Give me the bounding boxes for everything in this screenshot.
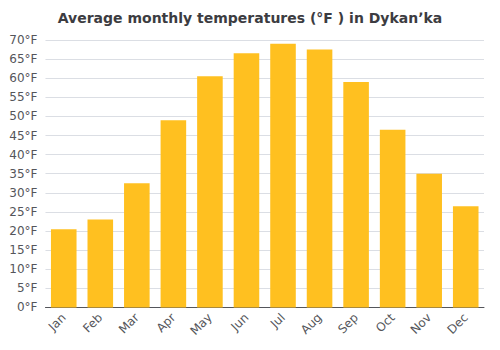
svg-text:30°F: 30°F xyxy=(9,186,37,200)
svg-text:10°F: 10°F xyxy=(9,262,37,276)
svg-text:Feb: Feb xyxy=(80,311,105,336)
svg-text:40°F: 40°F xyxy=(9,148,37,162)
svg-text:20°F: 20°F xyxy=(9,224,37,238)
svg-text:65°F: 65°F xyxy=(9,52,37,66)
svg-text:Average monthly temperatures (: Average monthly temperatures (°F ) in Dy… xyxy=(58,10,443,26)
svg-text:55°F: 55°F xyxy=(9,90,37,104)
svg-text:Nov: Nov xyxy=(408,311,434,337)
svg-text:Jan: Jan xyxy=(45,311,69,335)
svg-text:Mar: Mar xyxy=(116,310,142,336)
svg-text:0°F: 0°F xyxy=(17,300,38,314)
svg-text:50°F: 50°F xyxy=(9,109,37,123)
svg-text:Jul: Jul xyxy=(267,311,288,332)
svg-text:Jun: Jun xyxy=(228,311,252,335)
svg-text:35°F: 35°F xyxy=(9,167,37,181)
svg-text:70°F: 70°F xyxy=(9,33,37,47)
svg-text:60°F: 60°F xyxy=(9,71,37,85)
svg-text:Dec: Dec xyxy=(444,311,470,337)
svg-text:Oct: Oct xyxy=(373,310,398,335)
svg-text:May: May xyxy=(187,311,214,338)
svg-text:Aug: Aug xyxy=(298,311,324,337)
svg-text:25°F: 25°F xyxy=(9,205,37,219)
svg-text:15°F: 15°F xyxy=(9,243,37,257)
svg-text:Sep: Sep xyxy=(335,311,361,337)
svg-text:5°F: 5°F xyxy=(17,281,38,295)
svg-text:45°F: 45°F xyxy=(9,129,37,143)
svg-text:Apr: Apr xyxy=(154,310,179,335)
